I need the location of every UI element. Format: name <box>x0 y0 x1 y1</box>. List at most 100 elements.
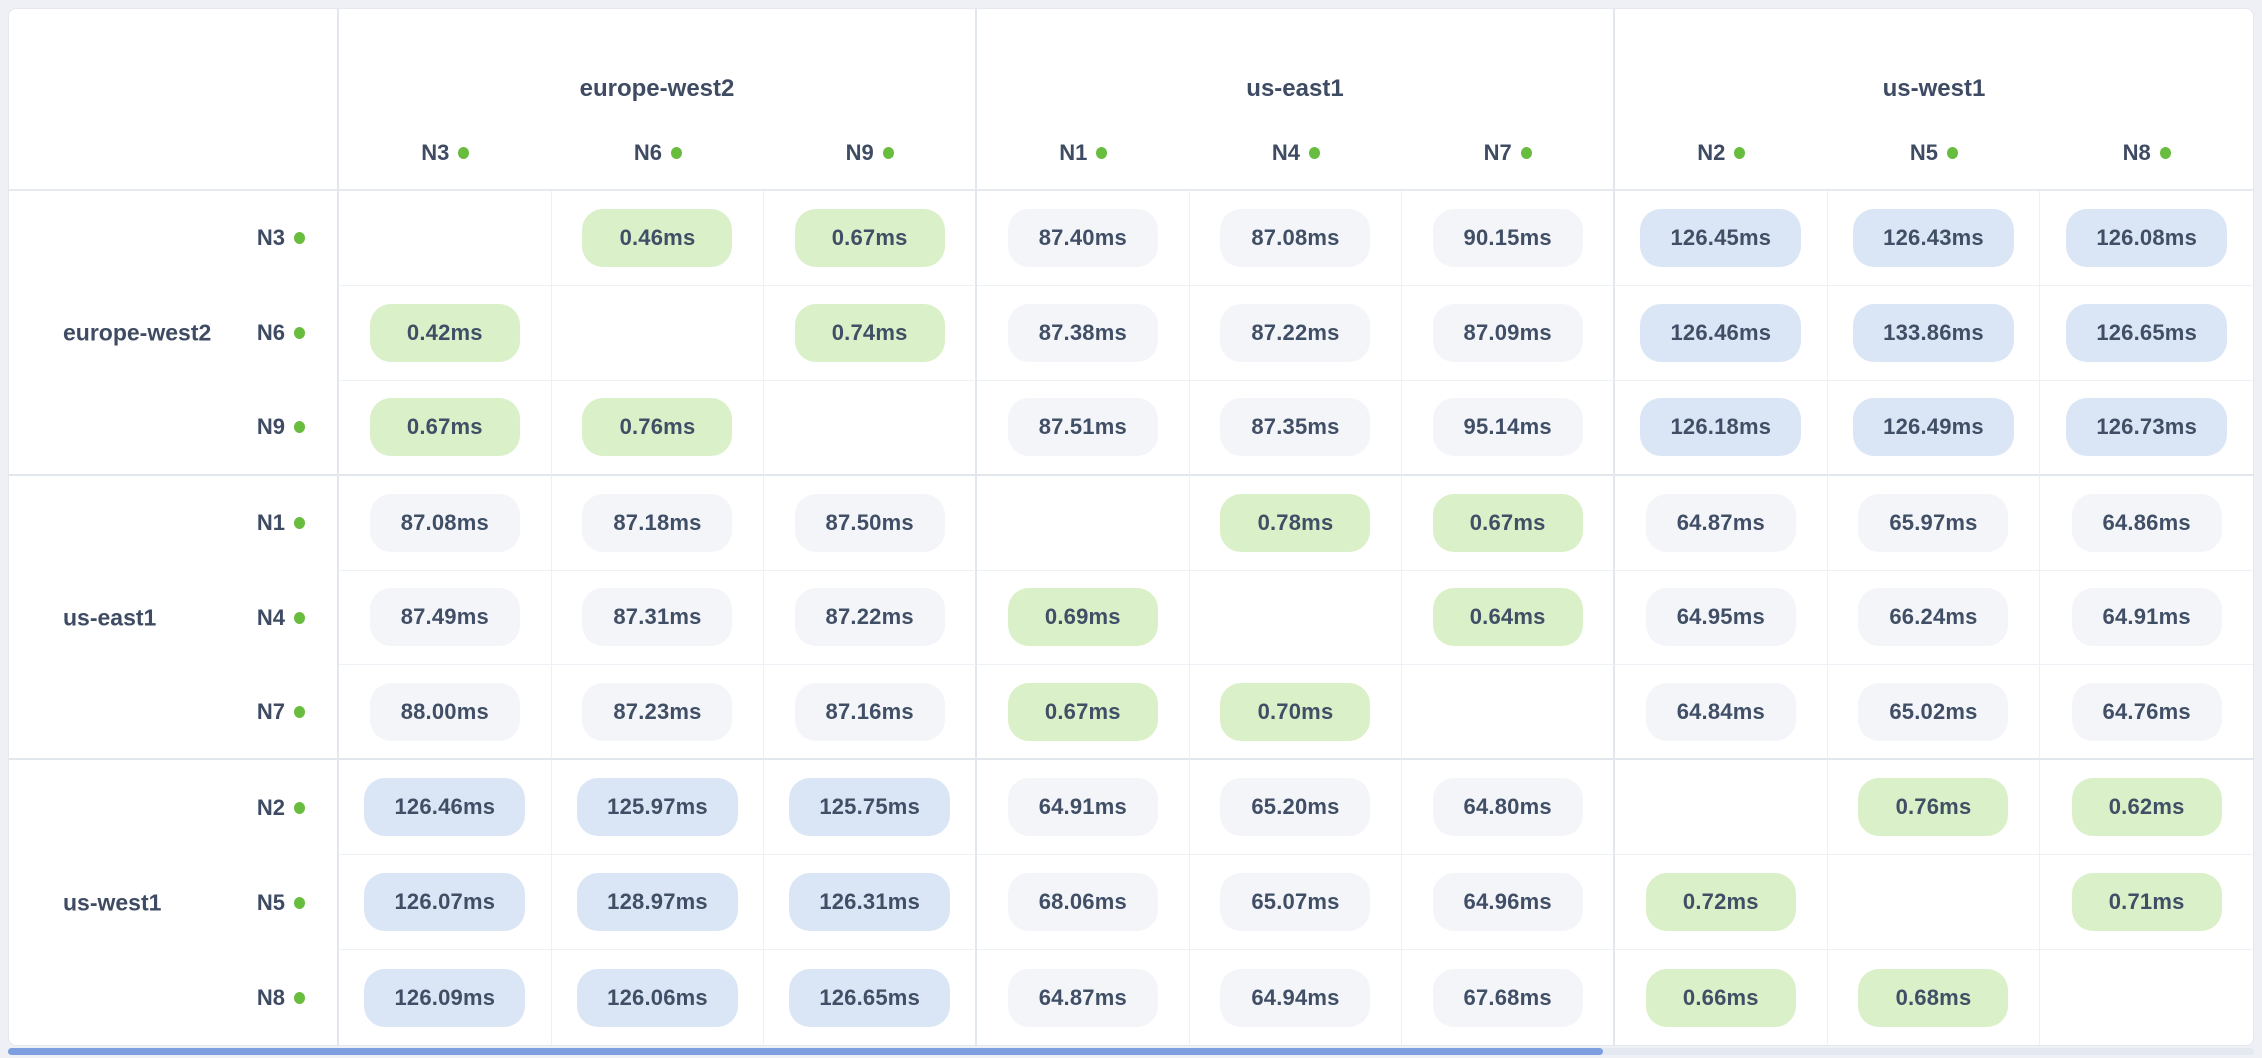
horizontal-scrollbar-thumb[interactable] <box>8 1048 1603 1055</box>
latency-cell: 0.42ms <box>339 285 552 381</box>
latency-pill: 87.51ms <box>1007 398 1158 457</box>
latency-cell: 126.73ms <box>2040 381 2253 476</box>
latency-cell: 126.07ms <box>339 855 552 951</box>
row-region-label: us-east1 <box>63 604 157 631</box>
latency-cell <box>2040 950 2253 1045</box>
column-node-header: N6 <box>551 117 765 191</box>
latency-cell: 0.46ms <box>551 191 765 286</box>
node-header-label: N8 <box>2122 140 2151 165</box>
column-region-header: europe-west2 <box>339 9 977 117</box>
row-label: europe-west2 N6 <box>9 285 339 381</box>
latency-cell: 125.97ms <box>551 760 765 856</box>
column-region-header: us-east1 <box>977 9 1615 117</box>
latency-cell: 67.68ms <box>1402 950 1615 1045</box>
latency-pill: 126.09ms <box>364 968 526 1027</box>
node-header-label: N2 <box>1697 140 1726 165</box>
latency-cell <box>977 475 1190 571</box>
row-node-label: N6 <box>256 320 285 346</box>
latency-cell: 0.71ms <box>2040 855 2253 951</box>
latency-pill: 0.72ms <box>1645 873 1796 932</box>
latency-cell: 65.20ms <box>1189 760 1403 856</box>
region-header-label: europe-west2 <box>579 75 735 102</box>
status-dot-icon <box>671 147 683 159</box>
latency-pill: 0.62ms <box>2071 778 2222 837</box>
latency-cell: 87.23ms <box>551 665 765 761</box>
latency-pill: 87.08ms <box>1220 208 1371 267</box>
row-label: N8 <box>9 950 339 1045</box>
latency-cell: 133.86ms <box>1827 285 2041 381</box>
latency-pill: 0.69ms <box>1007 588 1158 647</box>
latency-cell: 87.09ms <box>1402 285 1615 381</box>
latency-pill: 65.07ms <box>1220 873 1371 932</box>
status-dot-icon <box>1947 147 1959 159</box>
latency-pill: 126.43ms <box>1853 208 2014 267</box>
latency-cell: 126.46ms <box>339 760 552 856</box>
latency-pill: 126.49ms <box>1853 398 2014 457</box>
status-dot-icon <box>1520 147 1532 159</box>
horizontal-scrollbar-track[interactable] <box>8 1048 2254 1055</box>
latency-pill: 126.45ms <box>1640 208 1802 267</box>
row-node-label: N3 <box>256 225 285 251</box>
latency-pill: 64.76ms <box>2071 682 2222 741</box>
latency-pill: 87.31ms <box>582 588 733 647</box>
latency-grid: europe-west2 us-east1 us-west1 N3 N6 N9 N1 N4 N7… <box>9 9 2253 1045</box>
latency-cell <box>1615 760 1828 856</box>
latency-cell: 0.78ms <box>1189 475 1403 571</box>
latency-pill: 125.75ms <box>789 778 950 837</box>
latency-pill: 126.46ms <box>1640 303 1802 362</box>
node-header-label: N6 <box>633 140 663 165</box>
row-label: N7 <box>9 665 339 761</box>
latency-cell: 64.87ms <box>1615 475 1828 571</box>
latency-cell: 65.07ms <box>1189 855 1403 951</box>
latency-cell: 87.50ms <box>764 475 977 571</box>
column-region-header: us-west1 <box>1615 9 2253 117</box>
latency-pill: 64.94ms <box>1220 968 1371 1027</box>
row-label: N1 <box>9 475 339 571</box>
latency-cell <box>339 191 552 286</box>
latency-pill: 64.80ms <box>1432 778 1583 837</box>
row-label: N9 <box>9 380 339 476</box>
latency-pill: 126.06ms <box>577 968 738 1027</box>
status-dot-icon <box>294 896 305 909</box>
latency-cell: 64.84ms <box>1615 665 1828 761</box>
node-header-label: N1 <box>1059 140 1088 165</box>
row-label: us-east1 N4 <box>9 570 339 666</box>
latency-cell: 64.87ms <box>977 950 1190 1045</box>
status-dot-icon <box>294 517 305 530</box>
latency-pill: 65.20ms <box>1220 778 1371 837</box>
latency-cell: 87.08ms <box>1189 191 1403 286</box>
latency-pill: 87.49ms <box>369 588 520 647</box>
latency-cell: 0.67ms <box>1402 475 1615 571</box>
latency-cell <box>1402 665 1615 761</box>
row-node-label: N8 <box>256 984 285 1010</box>
status-dot-icon <box>294 991 305 1004</box>
latency-cell: 126.46ms <box>1615 285 1828 381</box>
latency-pill: 87.16ms <box>794 682 945 741</box>
status-dot-icon <box>1096 147 1108 159</box>
column-node-header: N9 <box>764 117 977 191</box>
latency-pill: 87.50ms <box>794 493 945 552</box>
latency-cell: 64.94ms <box>1190 950 1403 1045</box>
latency-cell: 0.67ms <box>339 380 552 476</box>
latency-cell: 90.15ms <box>1402 191 1615 286</box>
latency-cell: 66.24ms <box>1827 570 2041 666</box>
latency-pill: 87.22ms <box>794 588 945 647</box>
latency-cell: 65.02ms <box>1827 665 2041 761</box>
row-node-label: N5 <box>256 889 285 915</box>
latency-pill: 90.15ms <box>1432 208 1583 267</box>
latency-cell: 126.09ms <box>339 950 552 1045</box>
latency-cell: 87.40ms <box>977 191 1190 286</box>
latency-cell: 87.38ms <box>977 285 1190 381</box>
latency-pill: 64.91ms <box>1007 778 1158 837</box>
column-node-header: N1 <box>977 117 1190 191</box>
status-dot-icon <box>458 147 470 159</box>
latency-pill: 66.24ms <box>1858 588 2009 647</box>
row-node-label: N9 <box>256 414 285 440</box>
status-dot-icon <box>1309 147 1321 159</box>
latency-cell: 64.86ms <box>2040 476 2253 571</box>
column-node-header: N2 <box>1615 117 1828 191</box>
latency-cell: 0.76ms <box>551 380 765 476</box>
row-region-label: europe-west2 <box>63 319 212 346</box>
latency-pill: 87.09ms <box>1432 303 1583 362</box>
